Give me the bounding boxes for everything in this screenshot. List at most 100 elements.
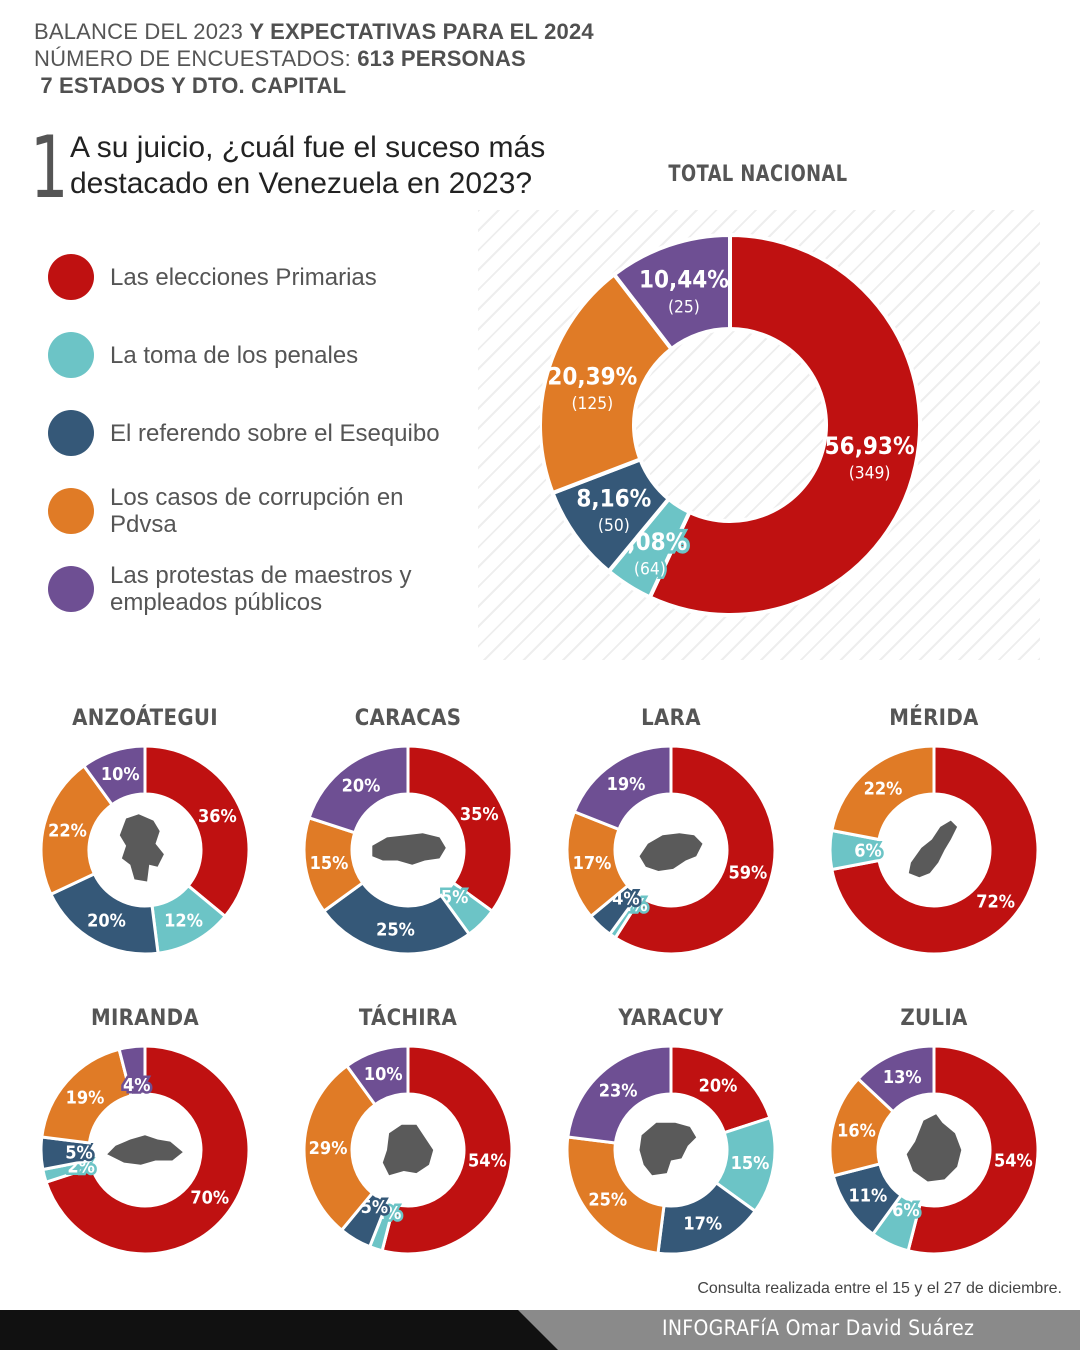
state-silhouette-merida bbox=[908, 820, 958, 878]
yaracuy-slice-protestas bbox=[566, 1044, 673, 1145]
legend-item-penales: La toma de los penales bbox=[48, 316, 440, 394]
credit-tab bbox=[518, 1310, 1080, 1350]
tachira-slice-primarias bbox=[380, 1044, 514, 1256]
caracas-label-pdvsa: 15% bbox=[310, 853, 349, 874]
question-text: A su juicio, ¿cuál fue el suceso más des… bbox=[70, 131, 546, 200]
header-line-2: NÚMERO DE ENCUESTADOS: 613 PERSONAS bbox=[34, 45, 594, 72]
lara-label-primarias: 59% bbox=[728, 863, 767, 884]
anzoategui-label-penales: 12% bbox=[164, 910, 203, 931]
legend-item-pdvsa: Los casos de corrupción en Pdvsa bbox=[48, 472, 440, 550]
anzoategui-slice-primarias bbox=[143, 744, 251, 919]
national-sublabel-pdvsa: (125) bbox=[571, 394, 613, 414]
yaracuy-slice-pdvsa bbox=[565, 1135, 666, 1255]
state-silhouette-tachira bbox=[382, 1124, 434, 1176]
state-silhouette-yaracuy bbox=[639, 1122, 697, 1176]
zulia-label-protestas: 13% bbox=[883, 1067, 922, 1088]
miranda-label-primarias: 70% bbox=[190, 1187, 229, 1208]
footer-note: Consulta realizada entre el 15 y el 27 d… bbox=[697, 1280, 1062, 1297]
legend-swatch-esequibo bbox=[48, 410, 94, 456]
national-slice-primarias bbox=[647, 232, 922, 617]
miranda-label-esequibo: 5% bbox=[65, 1142, 93, 1163]
tachira-slice-protestas bbox=[344, 1044, 410, 1107]
caracas-label-primarias: 35% bbox=[460, 804, 499, 825]
zulia-label-pdvsa: 16% bbox=[837, 1120, 876, 1141]
state-donut-lara: 59%1%4%17%19% bbox=[565, 744, 777, 956]
legend-label-protestas: Las protestas de maestros y empleados pú… bbox=[110, 562, 412, 616]
national-label-primarias: 56,93% bbox=[825, 432, 915, 460]
national-sublabel-protestas: (25) bbox=[668, 297, 700, 317]
lara-label-pdvsa: 17% bbox=[573, 853, 612, 874]
legend-label-pdvsa: Los casos de corrupción en Pdvsa bbox=[110, 484, 404, 538]
anzoategui-label-primarias: 36% bbox=[198, 806, 237, 827]
national-chart-title: TOTAL NACIONAL bbox=[668, 162, 848, 187]
state-donut-merida: 72% 6% 22% bbox=[828, 744, 1040, 956]
legend-label-esequibo: El referendo sobre el Esequibo bbox=[110, 419, 440, 447]
state-title-lara: LARA bbox=[641, 706, 701, 731]
yaracuy-label-penales: 15% bbox=[731, 1153, 770, 1174]
state-donut-caracas: 35%5%25%15%20% bbox=[302, 744, 514, 956]
state-title-merida: MÉRIDA bbox=[889, 706, 979, 731]
zulia-slice-protestas bbox=[856, 1044, 936, 1114]
national-donut-chart: 56,93%(349)4,08%(64)8,16%(50)20,39%(125)… bbox=[540, 232, 922, 617]
tachira-label-protestas: 10% bbox=[364, 1064, 403, 1085]
credit-text: INFOGRAFíA Omar David Suárez bbox=[662, 1316, 975, 1340]
caracas-label-esequibo: 25% bbox=[376, 919, 415, 940]
legend: Las elecciones Primarias La toma de los p… bbox=[48, 238, 440, 628]
national-sublabel-primarias: (349) bbox=[849, 464, 891, 484]
lara-slice-primarias bbox=[613, 744, 777, 956]
state-title-caracas: CARACAS bbox=[354, 706, 462, 731]
header-line-1: BALANCE DEL 2023 Y EXPECTATIVAS PARA EL … bbox=[34, 18, 594, 45]
zulia-label-primarias: 54% bbox=[994, 1150, 1033, 1171]
caracas-label-protestas: 20% bbox=[342, 776, 381, 797]
merida-slice-pdvsa bbox=[830, 744, 936, 842]
legend-label-penales: La toma de los penales bbox=[110, 341, 359, 369]
caracas-slice-primarias bbox=[406, 744, 514, 914]
national-label-esequibo: 8,16% bbox=[576, 484, 651, 512]
state-donut-zulia: 54%6%11%16%13% bbox=[828, 1044, 1040, 1256]
state-donut-miranda: 70%2%5%19%4% bbox=[39, 1044, 251, 1256]
legend-swatch-primarias bbox=[48, 254, 94, 300]
legend-swatch-penales bbox=[48, 332, 94, 378]
miranda-label-protestas: 4% bbox=[123, 1075, 151, 1096]
state-title-tachira: TÁCHIRA bbox=[358, 1006, 458, 1031]
state-donut-anzoategui: 36% 12% 20% 22% 10% bbox=[39, 744, 251, 956]
miranda-slice-protestas bbox=[117, 1044, 147, 1098]
national-label-protestas: 10,44% bbox=[639, 266, 729, 294]
legend-item-protestas: Las protestas de maestros y empleados pú… bbox=[48, 550, 440, 628]
header-line-1-light: BALANCE DEL 2023 bbox=[34, 19, 250, 44]
caracas-slice-esequibo bbox=[321, 880, 472, 956]
zulia-label-esequibo: 11% bbox=[848, 1185, 887, 1206]
yaracuy-label-pdvsa: 25% bbox=[588, 1189, 627, 1210]
state-silhouette-miranda bbox=[107, 1135, 183, 1165]
state-donut-tachira: 54%2%5%29%10% bbox=[302, 1044, 514, 1256]
merida-label-primarias: 72% bbox=[976, 891, 1015, 912]
national-slice-pdvsa bbox=[540, 271, 675, 496]
state-silhouette-lara bbox=[639, 833, 703, 871]
state-title-yaracuy: YARACUY bbox=[618, 1006, 724, 1031]
anzoategui-slice-protestas bbox=[81, 744, 147, 807]
question-number: 1 bbox=[30, 118, 69, 218]
state-title-zulia: ZULIA bbox=[900, 1006, 968, 1031]
legend-swatch-protestas bbox=[48, 566, 94, 612]
yaracuy-label-protestas: 23% bbox=[599, 1080, 638, 1101]
national-slice-protestas bbox=[611, 232, 732, 352]
state-title-miranda: MIRANDA bbox=[90, 1006, 200, 1031]
anzoategui-label-esequibo: 20% bbox=[87, 910, 126, 931]
legend-swatch-pdvsa bbox=[48, 488, 94, 534]
miranda-label-pdvsa: 19% bbox=[66, 1087, 105, 1108]
yaracuy-label-esequibo: 17% bbox=[683, 1214, 722, 1235]
header-line-3: 7 ESTADOS Y DTO. CAPITAL bbox=[34, 72, 594, 99]
merida-label-penales: 6% bbox=[854, 840, 882, 861]
anzoategui-label-protestas: 10% bbox=[101, 764, 140, 785]
lara-slice-protestas bbox=[572, 744, 673, 832]
legend-label-primarias: Las elecciones Primarias bbox=[110, 263, 377, 291]
state-silhouette-caracas bbox=[372, 833, 446, 865]
tachira-label-primarias: 54% bbox=[468, 1150, 507, 1171]
caracas-slice-protestas bbox=[307, 744, 410, 835]
header-line-2-light: NÚMERO DE ENCUESTADOS: bbox=[34, 46, 358, 71]
tachira-slice-pdvsa bbox=[302, 1063, 378, 1233]
tachira-label-pdvsa: 29% bbox=[309, 1138, 348, 1159]
national-sublabel-penales: (64) bbox=[634, 560, 666, 580]
header-line-1-bold: Y EXPECTATIVAS PARA EL 2024 bbox=[249, 19, 594, 44]
anzoategui-label-pdvsa: 22% bbox=[48, 820, 87, 841]
